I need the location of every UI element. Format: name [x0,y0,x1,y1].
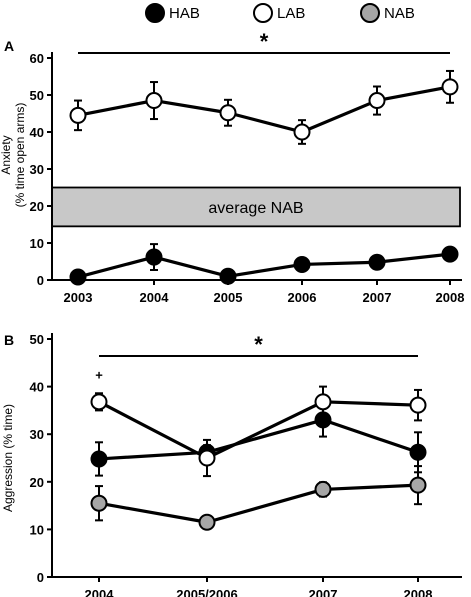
annotation-plus: + [95,368,103,383]
x-tick-label: 2005 [214,290,243,305]
x-tick-label: 2003 [64,290,93,305]
y-tick-label: 20 [30,199,44,214]
data-point-lab [69,106,87,124]
data-point-lab [145,92,163,110]
data-point-hab [293,255,311,273]
y-tick-label: 10 [30,236,44,251]
data-point-hab [441,245,459,263]
data-point-lab [293,123,311,141]
panel-label-a: A [4,38,14,54]
x-tick-label: 2006 [288,290,317,305]
legend-marker-nab [360,3,380,23]
data-point-hab [90,450,108,468]
series-lab [90,385,427,478]
average-band-label: average NAB [208,200,303,217]
x-tick-label: 2008 [404,587,433,597]
data-point-lab [198,449,216,467]
data-point-nab [409,476,427,494]
significance-star: * [260,29,269,54]
legend-marker-hab [145,3,165,23]
series-nab [90,465,427,531]
significance-star: * [254,332,263,357]
y-axis-title: Aggression (% time) [1,404,15,512]
legend-marker-lab [253,3,273,23]
data-point-lab [409,396,427,414]
data-point-nab [90,494,108,512]
y-tick-label: 40 [30,125,44,140]
y-tick-label: 0 [37,273,44,288]
y-tick-label: 50 [30,332,44,347]
x-tick-label: 2007 [309,587,338,597]
data-point-hab [219,267,237,285]
y-axis-title: Anxiety(% time open arms) [0,103,27,208]
y-tick-label: 40 [30,380,44,395]
series-hab [69,243,459,286]
data-point-lab [90,393,108,411]
series-line-nab [98,483,419,524]
data-point-lab [314,393,332,411]
data-point-nab [314,480,332,498]
series-lab [69,69,459,145]
series-line-hab [98,418,419,461]
y-tick-label: 30 [30,427,44,442]
data-point-hab [145,248,163,266]
panel-b-aggression-chart: B 0 10 20 30 40 50 2004 2005/2006 2007 2008 Aggress… [1,332,462,597]
data-point-lab [441,78,459,96]
data-point-hab [409,443,427,461]
y-tick-label: 30 [30,162,44,177]
legend-label-lab: LAB [277,5,305,22]
legend-label-nab: NAB [384,5,415,22]
data-point-lab [368,92,386,110]
panel-label-b: B [4,332,14,348]
y-tick-label: 0 [37,570,44,585]
legend: HAB LAB NAB [145,3,415,23]
series-line-lab [77,85,451,134]
x-tick-label: 2004 [140,290,170,305]
series-hab [90,402,427,477]
data-point-hab [368,253,386,271]
data-point-hab [69,268,87,286]
data-point-lab [219,104,237,122]
x-tick-label: 2008 [436,290,465,305]
series-line-hab [77,252,451,279]
x-tick-label: 2004 [85,587,115,597]
y-axis-title-line2: (% time open arms) [13,103,27,208]
series-line-lab [98,400,419,460]
y-tick-label: 20 [30,475,44,490]
y-tick-label: 50 [30,88,44,103]
y-axis-title-line1: Anxiety [0,135,13,174]
x-tick-label: 2007 [363,290,392,305]
y-tick-label: 60 [30,51,44,66]
y-tick-label: 10 [30,522,44,537]
data-point-nab [198,513,216,531]
legend-label-hab: HAB [169,5,200,22]
x-tick-label: 2005/2006 [176,587,237,597]
